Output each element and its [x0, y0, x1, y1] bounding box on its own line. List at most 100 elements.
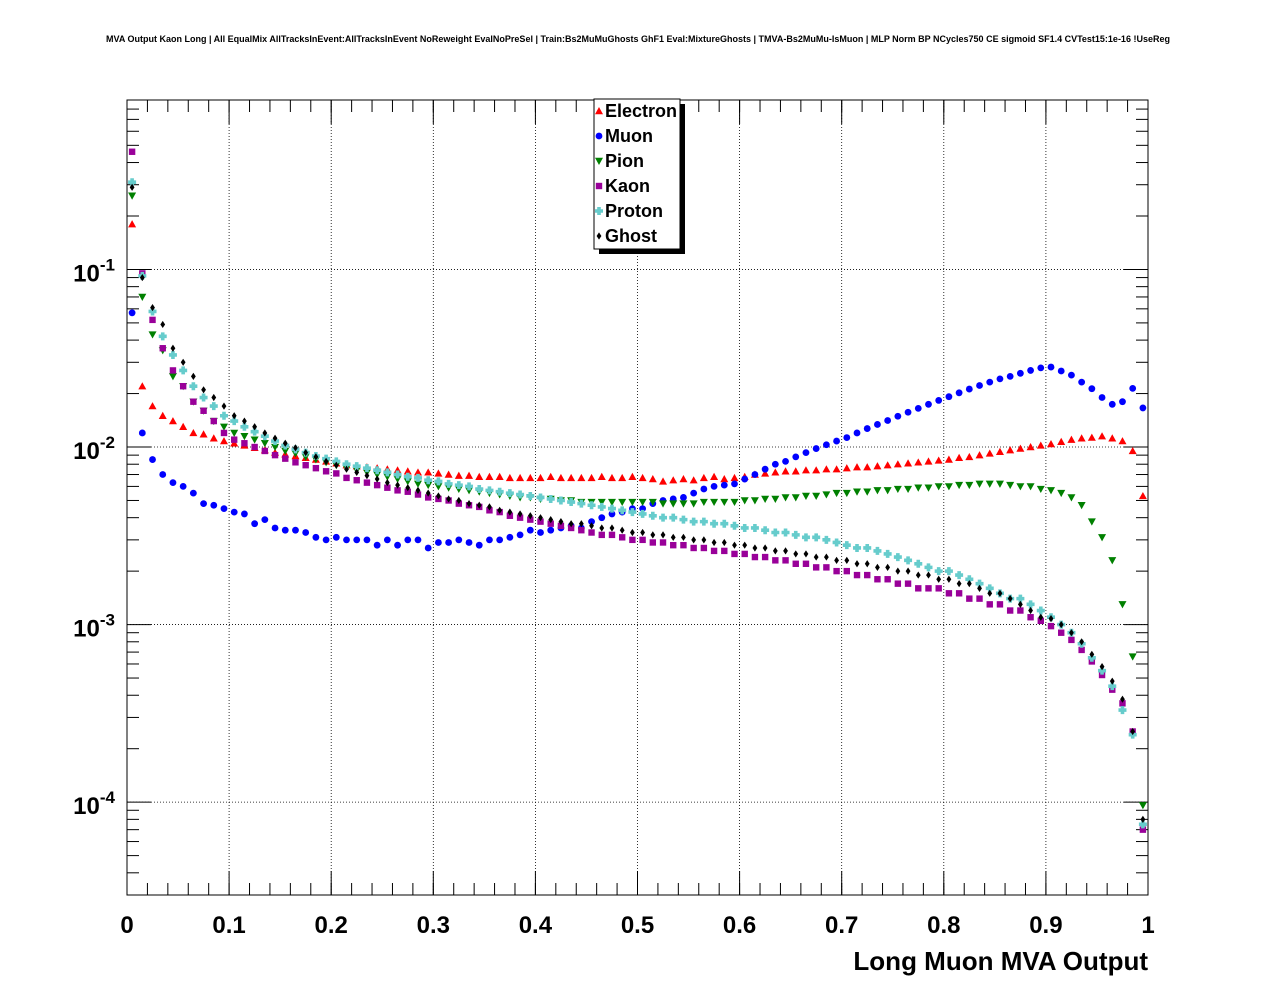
- ghost-point: [170, 344, 176, 352]
- kaon-point: [200, 407, 207, 414]
- ghost-point: [895, 567, 901, 575]
- pion-point: [720, 498, 729, 507]
- muon-point: [210, 501, 218, 509]
- muon-point: [700, 485, 708, 493]
- ghost-point: [1028, 606, 1033, 615]
- proton-point: [842, 541, 851, 550]
- muon-point: [465, 539, 473, 546]
- ghost-point: [466, 500, 472, 508]
- electron-point: [955, 453, 964, 461]
- proton-point: [424, 476, 433, 485]
- muon-point: [884, 417, 892, 424]
- muon-point: [731, 480, 738, 488]
- proton-point: [883, 549, 892, 558]
- proton-point: [434, 477, 443, 486]
- pion-point: [1067, 494, 1076, 502]
- muon-point: [220, 505, 228, 512]
- proton-point: [383, 468, 392, 477]
- proton-point: [465, 482, 474, 491]
- pion-point: [801, 492, 810, 500]
- kaon-point: [322, 468, 330, 475]
- muon-point: [874, 421, 881, 428]
- proton-point: [546, 494, 555, 503]
- electron-point: [413, 468, 422, 476]
- proton-point: [955, 571, 964, 580]
- muon-point: [281, 526, 289, 534]
- proton-point: [577, 499, 586, 508]
- muon-point: [782, 457, 789, 465]
- muon-point: [200, 500, 207, 508]
- pion-point: [750, 497, 759, 505]
- proton-point: [219, 411, 228, 420]
- kaon-point: [373, 481, 381, 489]
- muon-point: [986, 378, 994, 386]
- electron-point: [1138, 491, 1147, 500]
- proton-point: [689, 517, 698, 526]
- kaon-point: [1047, 622, 1055, 630]
- pion-point: [822, 491, 831, 499]
- muon-point: [741, 475, 749, 483]
- kaon-point: [261, 447, 269, 455]
- electron-point: [607, 473, 616, 482]
- pion-point: [730, 498, 739, 507]
- muon-point: [526, 526, 534, 534]
- kaon-point: [404, 488, 411, 495]
- electron-point: [546, 472, 555, 480]
- ghost-point: [936, 575, 942, 583]
- electron-point: [822, 465, 831, 473]
- pion-point: [771, 495, 780, 503]
- muon-point: [1016, 369, 1024, 377]
- muon-point: [1037, 364, 1045, 372]
- pion-point: [1057, 489, 1066, 498]
- ghost-point: [1130, 727, 1136, 736]
- ghost-point: [568, 520, 574, 528]
- ghost-point: [231, 412, 237, 420]
- pion-point: [618, 498, 627, 507]
- kaon-point: [343, 474, 350, 482]
- pion-point: [965, 481, 974, 490]
- ghost-point: [497, 506, 503, 514]
- legend-label: Electron: [605, 101, 677, 121]
- pion-point: [1138, 802, 1147, 810]
- pion-point: [710, 498, 719, 507]
- pion-point: [812, 492, 821, 500]
- ghost-point: [1058, 620, 1064, 629]
- electron-point: [158, 411, 167, 419]
- muon-point: [353, 536, 361, 544]
- ghost-point: [323, 457, 329, 465]
- muon-point: [424, 544, 432, 552]
- kaon-point: [884, 576, 891, 583]
- muon-point: [1119, 398, 1126, 406]
- ghost-point: [364, 472, 370, 480]
- muon-point: [261, 516, 269, 524]
- pion-point: [1036, 485, 1045, 494]
- kaon-point: [731, 550, 738, 558]
- ghost-point: [160, 320, 166, 329]
- pion-point: [689, 500, 698, 508]
- kaon-point: [506, 512, 514, 519]
- proton-point: [761, 526, 770, 535]
- ghost-point: [660, 531, 666, 539]
- proton-point: [158, 332, 167, 341]
- kaon-point: [782, 557, 789, 564]
- ghost-point: [956, 580, 962, 588]
- muon-point: [965, 385, 973, 393]
- pion-point: [1087, 518, 1096, 526]
- electron-point: [138, 382, 147, 390]
- pion-point: [260, 440, 269, 448]
- proton-point: [628, 508, 637, 517]
- muon-point: [149, 456, 156, 463]
- electron-point: [873, 462, 882, 470]
- ghost-point: [293, 444, 298, 452]
- pion-point: [761, 495, 770, 503]
- kaon-point: [812, 564, 820, 571]
- pion-point: [434, 483, 443, 491]
- electron-point: [556, 473, 565, 482]
- muon-point: [904, 408, 912, 416]
- electron-point: [965, 452, 974, 461]
- electron-point: [219, 437, 228, 445]
- kaon-point: [424, 494, 432, 501]
- kaon-point: [904, 580, 912, 587]
- kaon-point: [966, 595, 973, 602]
- proton-point: [771, 528, 780, 537]
